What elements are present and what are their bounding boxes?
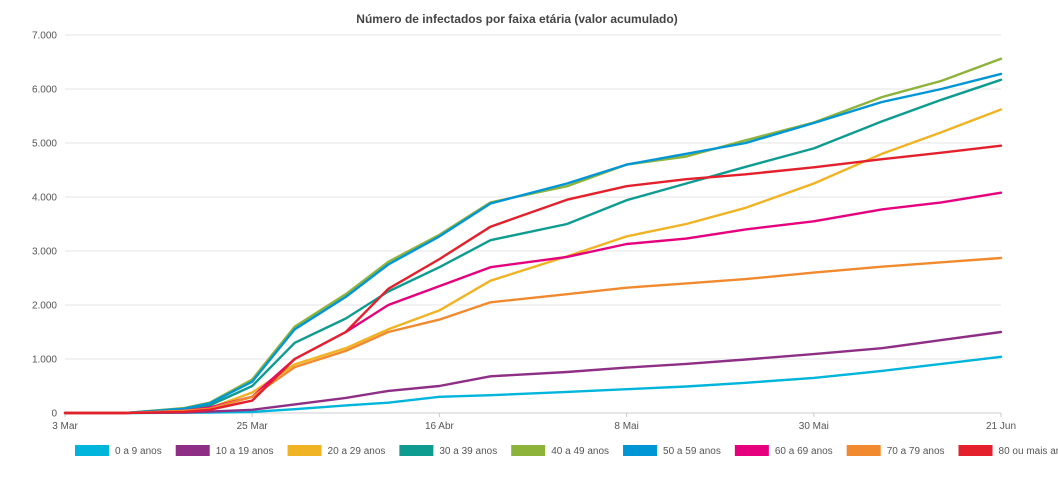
y-tick-label: 2.000 xyxy=(32,301,57,312)
legend-item[interactable]: 50 a 59 anos xyxy=(623,445,721,457)
series-lines xyxy=(65,59,1001,413)
grid-lines xyxy=(65,35,1001,413)
legend-label: 80 ou mais anos xyxy=(999,446,1058,457)
legend-label: 70 a 79 anos xyxy=(887,446,945,457)
legend-swatch xyxy=(75,445,109,456)
legend-swatch xyxy=(511,445,545,456)
legend-swatch xyxy=(735,445,769,456)
y-tick-label: 3.000 xyxy=(32,247,57,258)
legend-item[interactable]: 30 a 39 anos xyxy=(399,445,497,457)
legend-item[interactable]: 20 a 29 anos xyxy=(288,445,386,457)
y-axis-tick-labels: 0 1.000 2.000 3.000 4.000 5.000 6.000 7.000 xyxy=(32,31,57,420)
legend-swatch xyxy=(847,445,881,456)
series-line-7 xyxy=(65,258,1001,413)
series-line-6 xyxy=(65,193,1001,413)
legend-swatch xyxy=(176,445,210,456)
legend-label: 20 a 29 anos xyxy=(328,446,386,457)
y-tick-label: 7.000 xyxy=(32,31,57,42)
legend-item[interactable]: 80 ou mais anos xyxy=(959,445,1058,457)
legend-item[interactable]: 0 a 9 anos xyxy=(75,445,162,457)
legend-item[interactable]: 60 a 69 anos xyxy=(735,445,833,457)
legend-label: 40 a 49 anos xyxy=(551,446,609,457)
chart-title: Número de infectados por faixa etária (v… xyxy=(356,12,677,26)
legend-swatch xyxy=(399,445,433,456)
series-line-3 xyxy=(65,80,1001,413)
legend-label: 60 a 69 anos xyxy=(775,446,833,457)
legend-swatch xyxy=(959,445,993,456)
x-tick-label: 30 Mai xyxy=(799,421,829,432)
series-line-4 xyxy=(65,59,1001,413)
x-axis-tick-labels: 3 Mar 25 Mar 16 Abr 8 Mai 30 Mai 21 Jun xyxy=(52,413,1016,432)
legend-label: 10 a 19 anos xyxy=(216,446,274,457)
legend-swatch xyxy=(623,445,657,456)
legend-item[interactable]: 70 a 79 anos xyxy=(847,445,945,457)
legend-label: 50 a 59 anos xyxy=(663,446,721,457)
legend: 0 a 9 anos 10 a 19 anos 20 a 29 anos 30 a 3… xyxy=(75,445,1058,457)
x-tick-label: 16 Abr xyxy=(425,421,455,432)
x-tick-label: 21 Jun xyxy=(986,421,1016,432)
legend-label: 30 a 39 anos xyxy=(439,446,497,457)
legend-label: 0 a 9 anos xyxy=(115,446,162,457)
legend-item[interactable]: 40 a 49 anos xyxy=(511,445,609,457)
y-tick-label: 0 xyxy=(51,409,57,420)
x-tick-label: 25 Mar xyxy=(237,421,269,432)
y-tick-label: 6.000 xyxy=(32,85,57,96)
series-line-5 xyxy=(65,74,1001,413)
y-tick-label: 1.000 xyxy=(32,355,57,366)
x-tick-label: 3 Mar xyxy=(52,421,78,432)
x-tick-label: 8 Mai xyxy=(614,421,638,432)
legend-swatch xyxy=(288,445,322,456)
y-tick-label: 5.000 xyxy=(32,139,57,150)
legend-item[interactable]: 10 a 19 anos xyxy=(176,445,274,457)
y-tick-label: 4.000 xyxy=(32,193,57,204)
